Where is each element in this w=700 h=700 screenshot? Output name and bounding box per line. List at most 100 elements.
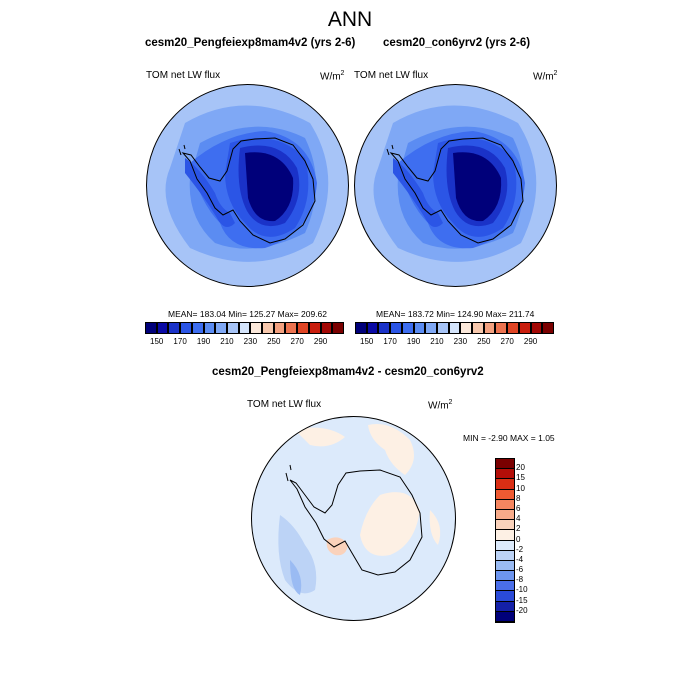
diff-colorbar-swatch: [496, 499, 514, 510]
panel1-variable-label: TOM net LW flux: [146, 70, 221, 81]
diff-colorbar-swatch: [496, 469, 514, 480]
panel1-colorbar: [145, 322, 344, 334]
diff-colorbar-tick-label: -10: [516, 585, 528, 595]
panel2-colorbar-swatch: [530, 322, 543, 334]
panel2-colorbar-swatch: [472, 322, 484, 334]
panel1-coastline: [181, 137, 316, 244]
panel2-colorbar-swatch: [460, 322, 473, 334]
diff-level-positive-patch: [429, 510, 441, 545]
panel1-colorbar-swatch: [273, 322, 286, 334]
panel2-colorbar-swatch: [366, 322, 379, 334]
panel1-colorbar-tick-label: 150: [150, 337, 164, 346]
panel2-colorbar-swatch: [518, 322, 531, 334]
panel2-colorbar-tick-label: 230: [453, 337, 468, 346]
panel2-islands: [386, 144, 394, 156]
diff-colorbar-tick-label: -2: [516, 544, 524, 554]
diff-colorbar-tick-label: 0: [516, 534, 521, 544]
panel2-units: W/m2: [533, 70, 558, 83]
diff-units: W/m2: [428, 399, 453, 412]
panel2-colorbar-swatch: [495, 322, 508, 334]
panel1-colorbar-swatch: [250, 322, 263, 334]
panel2-colorbar-swatch: [401, 322, 414, 334]
diff-colorbar-tick-label: 2: [516, 524, 521, 534]
panel2-colorbar-labels: 150 170 190 210 230 250 270 290: [355, 336, 554, 348]
panel1-colorbar-labels: 150 170 190 210 230 250 270 290: [145, 336, 344, 348]
diff-colorbar-tick-label: 10: [516, 483, 525, 493]
panel2-colorbar-tick-label: 250: [477, 337, 491, 346]
panel2-variable-label: TOM net LW flux: [354, 70, 429, 81]
field-level-minimum: [245, 152, 294, 222]
panel2-colorbar-swatch: [355, 322, 367, 334]
diff-stats: MIN = -2.90 MAX = 1.05: [463, 433, 555, 443]
panel1-colorbar-tick-label: 170: [173, 337, 187, 346]
diff-colorbar-swatch: [496, 459, 514, 470]
panel1-units: W/m2: [320, 70, 345, 83]
panel1-title: cesm20_Pengfeiexp8mam4v2 (yrs 2-6): [145, 37, 356, 49]
diff-colorbar-swatch: [496, 479, 514, 490]
panel1-colorbar-swatch: [308, 322, 321, 334]
panel2-colorbar-tick-label: 290: [523, 337, 538, 346]
panel1-islands: [178, 144, 186, 156]
panel1-colorbar-swatch: [145, 322, 157, 334]
diff-colorbar-labels: 20 15 10 8 6 4 2 0 -2 -4 -6 -8 -10 -15 -20: [516, 458, 546, 623]
panel2-colorbar-swatch: [390, 322, 402, 334]
panel2-colorbar-swatch: [413, 322, 426, 334]
panel2-colorbar-swatch: [542, 322, 554, 334]
panel2-colorbar-tick-label: 270: [500, 337, 514, 346]
diff-colorbar-tick-label: 4: [516, 514, 521, 524]
field-level-minimum: [453, 152, 502, 222]
panel1-colorbar-tick-label: 270: [290, 337, 304, 346]
field-level-peninsula: [393, 158, 443, 227]
diff-colorbar-tick-label: 20: [516, 463, 525, 473]
panel1-colorbar-swatch: [215, 322, 227, 334]
diff-colorbar-swatch: [496, 509, 514, 521]
panel1-colorbar-swatch: [320, 322, 333, 334]
panel2-colorbar-tick-label: 150: [360, 337, 374, 346]
diff-colorbar-swatch: [496, 591, 514, 602]
diff-colorbar-swatch: [496, 530, 514, 541]
panel1-colorbar-tick-label: 210: [220, 337, 234, 346]
main-title: ANN: [327, 8, 373, 31]
diff-variable-label: TOM net LW flux: [247, 399, 322, 410]
diff-colorbar-swatch: [496, 560, 514, 572]
panel2-coastline: [389, 137, 524, 244]
panel2-colorbar: [355, 322, 554, 334]
diff-level-negative-patch: [278, 515, 317, 594]
diff-level-positive-patch: [368, 424, 414, 475]
panel1-map: [146, 84, 349, 287]
panel1-colorbar-tick-label: 230: [243, 337, 258, 346]
panel2-colorbar-swatch: [483, 322, 496, 334]
diff-colorbar-tick-label: -8: [516, 575, 524, 585]
diff-colorbar-tick-label: -6: [516, 565, 524, 575]
panel2-colorbar-swatch: [507, 322, 519, 334]
diff-colorbar-swatch: [496, 489, 514, 500]
panel2-colorbar-swatch: [378, 322, 391, 334]
diff-colorbar-tick-label: -4: [516, 554, 524, 564]
panel1-colorbar-swatch: [285, 322, 298, 334]
diff-colorbar-swatch: [496, 581, 514, 592]
diff-colorbar-swatch: [496, 540, 514, 551]
diff-colorbar-tick-label: 6: [516, 503, 521, 513]
panel1-colorbar-swatch: [156, 322, 169, 334]
diff-title: cesm20_Pengfeiexp8mam4v2 - cesm20_con6yr…: [212, 366, 484, 378]
diff-level-near-zero-negative: [251, 416, 456, 621]
panel2-colorbar-swatch: [436, 322, 449, 334]
panel1-colorbar-swatch: [297, 322, 309, 334]
panel1-colorbar-swatch: [191, 322, 204, 334]
field-level-peninsula: [185, 158, 235, 227]
panel1-colorbar-tick-label: 290: [313, 337, 328, 346]
diff-level-negative-patch: [290, 560, 302, 595]
panel1-colorbar-swatch: [203, 322, 216, 334]
diff-colorbar-swatch: [496, 520, 514, 531]
panel2-colorbar-tick-label: 170: [383, 337, 397, 346]
diff-map: [251, 416, 456, 621]
panel2-title: cesm20_con6yrv2 (yrs 2-6): [383, 37, 531, 49]
panel2-map: [354, 84, 557, 287]
diff-colorbar: [495, 458, 515, 623]
diff-colorbar-tick-label: 8: [516, 493, 521, 503]
panel2-colorbar-tick-label: 210: [430, 337, 444, 346]
diff-level-positive-patch: [295, 427, 345, 447]
panel1-colorbar-tick-label: 250: [267, 337, 281, 346]
panel1-colorbar-swatch: [180, 322, 192, 334]
diff-map-border: [251, 416, 456, 621]
